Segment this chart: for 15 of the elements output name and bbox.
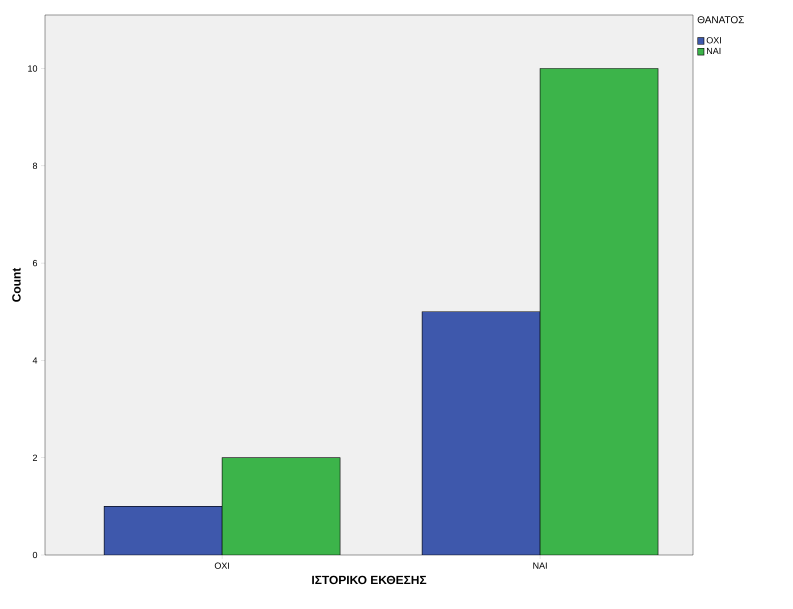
legend-label: ΝΑΙ <box>707 48 720 54</box>
bar <box>540 68 658 555</box>
legend-label: ΟΧΙ <box>706 37 721 44</box>
y-tick-label: 8 <box>32 162 38 169</box>
y-tick-label: 2 <box>32 454 38 461</box>
y-axis-title: Count <box>12 268 21 302</box>
y-tick-label: 0 <box>32 552 38 558</box>
x-axis-title: ΙΣΤΟΡΙΚΟ ΕΚΘΕΣΗΣ <box>312 576 426 584</box>
y-tick-label: 4 <box>32 357 38 364</box>
y-tick-label: 6 <box>32 260 38 266</box>
legend-title: ΘΑΝΑΤΟΣ <box>698 16 744 24</box>
bar <box>422 311 540 555</box>
bar <box>222 457 340 555</box>
y-tick-label: 10 <box>28 65 38 72</box>
bar <box>104 506 222 555</box>
